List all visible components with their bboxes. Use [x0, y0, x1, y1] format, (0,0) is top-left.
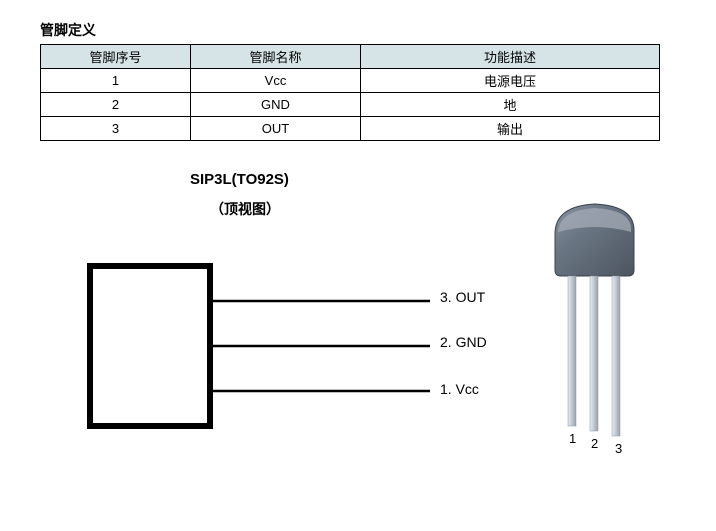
topview-schematic — [80, 256, 440, 456]
cell-no: 1 — [41, 69, 191, 93]
diagram-area: SIP3L(TO92S) （顶视图） 3. OUT 2. GND 1. Vcc — [40, 171, 680, 511]
cell-desc: 电源电压 — [361, 69, 660, 93]
section-title: 管脚定义 — [40, 20, 676, 40]
package-subtitle: （顶视图） — [210, 199, 280, 219]
table-row: 3 OUT 输出 — [41, 117, 660, 141]
cell-name: Vcc — [191, 69, 361, 93]
th-pin-name: 管脚名称 — [191, 45, 361, 69]
pin-label-1: 1. Vcc — [440, 381, 479, 397]
cell-desc: 输出 — [361, 117, 660, 141]
th-pin-no: 管脚序号 — [41, 45, 191, 69]
lead-number-1: 1 — [569, 431, 576, 446]
pin-label-2: 2. GND — [440, 334, 487, 350]
cell-no: 2 — [41, 93, 191, 117]
package-3d — [540, 196, 650, 446]
pin-label-3: 3. OUT — [440, 289, 485, 305]
cell-name: GND — [191, 93, 361, 117]
cell-desc: 地 — [361, 93, 660, 117]
cell-no: 3 — [41, 117, 191, 141]
table-header-row: 管脚序号 管脚名称 功能描述 — [41, 45, 660, 69]
lead-number-3: 3 — [615, 441, 622, 456]
cell-name: OUT — [191, 117, 361, 141]
lead-number-2: 2 — [591, 436, 598, 451]
th-func-desc: 功能描述 — [361, 45, 660, 69]
package-title: SIP3L(TO92S) — [190, 171, 289, 188]
table-row: 1 Vcc 电源电压 — [41, 69, 660, 93]
table-row: 2 GND 地 — [41, 93, 660, 117]
pin-definition-table: 管脚序号 管脚名称 功能描述 1 Vcc 电源电压 2 GND 地 3 OUT … — [40, 44, 660, 141]
